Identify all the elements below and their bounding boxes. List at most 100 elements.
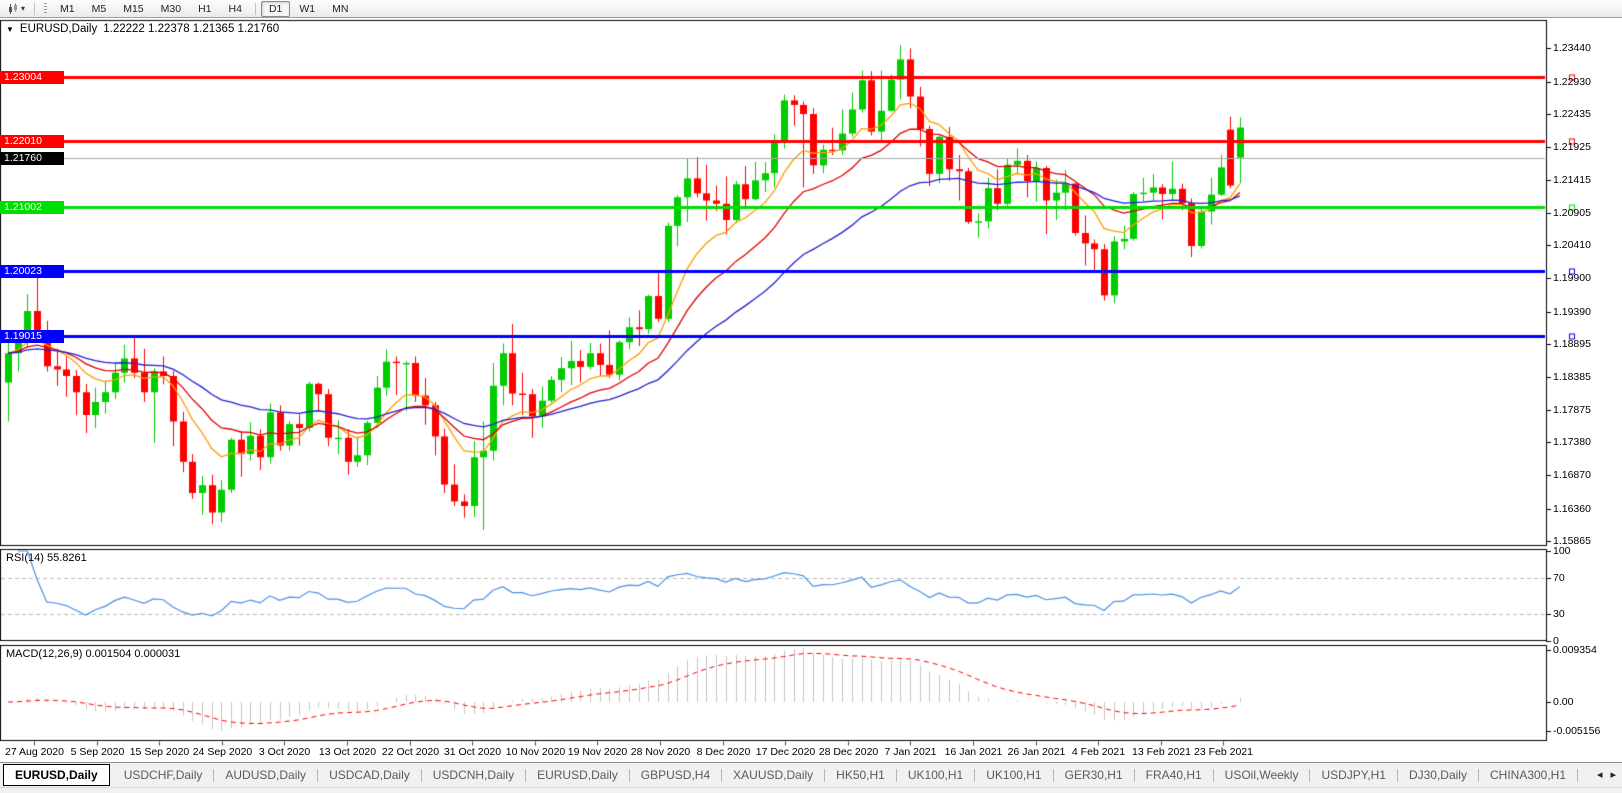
tab-separator: [1396, 768, 1398, 782]
current-price-label: 1.21760: [0, 151, 64, 165]
date-tick-label: 8 Dec 2020: [696, 746, 751, 758]
tab-item-USDCAD-Daily[interactable]: USDCAD,Daily: [329, 768, 410, 782]
tab-item-EURUSD-Daily[interactable]: EURUSD,Daily: [3, 764, 110, 786]
date-tick-label: 13 Feb 2021: [1132, 746, 1191, 758]
symbol-label: EURUSD,Daily: [19, 23, 98, 35]
tab-item-USDJPY-H1[interactable]: USDJPY,H1: [1321, 768, 1386, 782]
tab-separator: [1212, 768, 1214, 782]
toolbar-separator: [254, 2, 256, 15]
price-axis-tick: 1.20905: [1553, 206, 1591, 219]
tab-item-DJ30-Daily[interactable]: DJ30,Daily: [1408, 768, 1467, 782]
macd-label: MACD(12,26,9) 0.001504 0.000031: [6, 648, 181, 660]
level-price-label: 1.22010: [0, 134, 64, 148]
cursor-tool-icon[interactable]: ▾: [3, 2, 29, 16]
rsi-axis-tick: 30: [1553, 607, 1565, 620]
tab-item-UK100-H1[interactable]: UK100,H1: [986, 768, 1042, 782]
ohlc-values: 1.22222 1.22378 1.21365 1.21760: [103, 23, 280, 35]
price-axis-tick: 1.17380: [1553, 435, 1591, 448]
price-axis-tick: 1.20410: [1553, 238, 1591, 251]
tab-item-FRA40-H1[interactable]: FRA40,H1: [1145, 768, 1202, 782]
toolbar-separator: [34, 2, 36, 15]
tab-separator: [317, 768, 319, 782]
level-price-label: 1.19015: [0, 329, 64, 343]
tab-separator: [895, 768, 897, 782]
timeframe-button-M1[interactable]: M1: [60, 2, 75, 15]
chevron-down-icon: ▾: [21, 3, 26, 13]
tab-separator: [628, 768, 630, 782]
date-tick-label: 24 Sep 2020: [192, 746, 253, 758]
price-axis-tick: 1.22435: [1553, 107, 1591, 120]
tab-item-UK100-H1[interactable]: UK100,H1: [907, 768, 964, 782]
date-tick-label: 7 Jan 2021: [884, 746, 937, 758]
price-axis-tick: 1.16870: [1553, 468, 1591, 481]
tab-item-AUDUSD-Daily[interactable]: AUDUSD,Daily: [225, 768, 307, 782]
tab-separator: [525, 768, 527, 782]
tab-item-XAUUSD-Daily[interactable]: XAUUSD,Daily: [733, 768, 814, 782]
timeframe-button-H1[interactable]: H1: [198, 2, 212, 15]
rsi-axis-tick: 70: [1553, 571, 1565, 584]
timeframe-button-M5[interactable]: M5: [91, 2, 107, 15]
tab-separator: [1477, 768, 1479, 782]
collapse-indicator-icon[interactable]: ▼: [6, 24, 14, 34]
date-tick-label: 5 Sep 2020: [70, 746, 125, 758]
tab-separator: [1052, 768, 1054, 782]
tab-separator: [974, 768, 976, 782]
price-axis-tick: 1.19900: [1553, 271, 1591, 284]
date-tick-label: 13 Oct 2020: [318, 746, 377, 758]
tab-bar: EURUSD,Daily USDCHF,Daily AUDUSD,Daily USDC…: [0, 762, 1622, 787]
date-tick-label: 22 Oct 2020: [381, 746, 440, 758]
date-tick-label: 16 Jan 2021: [944, 746, 1003, 758]
rsi-axis-tick: 100: [1553, 544, 1571, 557]
tab-separator: [1577, 768, 1579, 782]
price-axis-tick: 1.18385: [1553, 370, 1591, 383]
date-tick-label: 28 Dec 2020: [818, 746, 879, 758]
date-tick-label: 28 Nov 2020: [630, 746, 691, 758]
date-tick-label: 3 Oct 2020: [258, 746, 311, 758]
level-price-label: 1.20023: [0, 264, 64, 278]
timeframe-button-M30[interactable]: M30: [160, 2, 182, 15]
price-axis-tick: 1.21415: [1553, 173, 1591, 186]
tab-separator: [1133, 768, 1135, 782]
status-strip: [0, 787, 1622, 793]
tab-separator: [824, 768, 826, 782]
tab-item-USDCHF-Daily[interactable]: USDCHF,Daily: [123, 768, 203, 782]
price-axis-tick: 1.16360: [1553, 502, 1591, 515]
macd-axis-tick: -0.005156: [1553, 724, 1601, 737]
tab-scroll-right-icon[interactable]: ▸: [1610, 769, 1616, 781]
tab-separator: [213, 768, 215, 782]
tab-item-USDCNH-Daily[interactable]: USDCNH,Daily: [432, 768, 515, 782]
date-tick-label: 31 Oct 2020: [443, 746, 502, 758]
tab-separator: [420, 768, 422, 782]
date-tick-label: 15 Sep 2020: [129, 746, 190, 758]
level-price-label: 1.23004: [0, 70, 64, 84]
timeframe-button-H4[interactable]: H4: [228, 2, 242, 15]
price-axis-tick: 1.15865: [1553, 534, 1591, 547]
tab-scroll-buttons: ◂ ▸: [1586, 763, 1622, 786]
tab-item-GBPUSD-H4[interactable]: GBPUSD,H4: [640, 768, 711, 782]
price-axis-tick: 1.17875: [1553, 403, 1591, 416]
date-tick-label: 17 Dec 2020: [755, 746, 816, 758]
date-tick-label: 23 Feb 2021: [1194, 746, 1253, 758]
date-tick-label: 10 Nov 2020: [505, 746, 566, 758]
timeframe-button-MN[interactable]: MN: [332, 2, 349, 15]
tab-scroll-left-icon[interactable]: ◂: [1596, 769, 1603, 781]
timeframe-button-M15[interactable]: M15: [123, 2, 144, 15]
macd-axis-tick: 0.00: [1553, 695, 1574, 708]
date-tick-label: 4 Feb 2021: [1071, 746, 1126, 758]
price-axis-tick: 1.19390: [1553, 305, 1591, 318]
tab-item-GER30-H1[interactable]: GER30,H1: [1064, 768, 1123, 782]
date-tick-label: 27 Aug 2020: [5, 746, 64, 758]
rsi-axis-tick: 0: [1553, 634, 1559, 647]
tab-item-CHINA300-H1[interactable]: CHINA300,H1: [1489, 768, 1567, 782]
macd-axis-tick: 0.009354: [1553, 643, 1597, 656]
timeframe-button-D1[interactable]: D1: [260, 0, 291, 17]
toolbar-grip-handle[interactable]: [44, 2, 48, 15]
tab-item-EURUSD-Daily[interactable]: EURUSD,Daily: [537, 768, 618, 782]
date-tick-label: 19 Nov 2020: [567, 746, 628, 758]
tab-item-USOil-Weekly[interactable]: USOil,Weekly: [1224, 768, 1299, 782]
tab-separator: [721, 768, 723, 782]
toolbar: ▾ M1 M5 M15 M30 H1 H4 D1 W1 MN: [0, 0, 1622, 18]
timeframe-button-W1[interactable]: W1: [299, 2, 316, 15]
tab-item-HK50-H1[interactable]: HK50,H1: [836, 768, 885, 782]
